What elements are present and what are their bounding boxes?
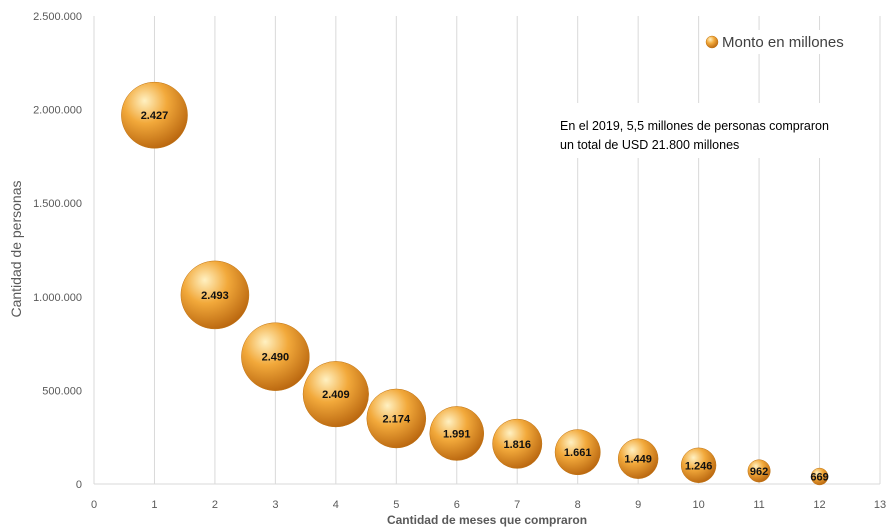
bubble-data-label: 962 (750, 466, 768, 478)
bubble-data-label: 1.449 (624, 454, 652, 466)
annotation-line-2: un total de USD 21.800 millones (560, 138, 739, 152)
y-tick-label: 1.000.000 (33, 292, 82, 304)
y-tick-label: 0 (76, 479, 82, 491)
bubble-data-label: 1.991 (443, 428, 471, 440)
annotation: En el 2019, 5,5 millones de personas com… (550, 103, 840, 158)
x-tick-label: 4 (333, 499, 339, 511)
x-tick-label: 1 (151, 499, 157, 511)
x-tick-label: 0 (91, 499, 97, 511)
x-tick-label: 10 (692, 499, 704, 511)
bubble-data-label: 1.661 (564, 447, 592, 459)
x-tick-label: 12 (813, 499, 825, 511)
bubble-data-label: 2.427 (141, 110, 169, 122)
bubble-data-label: 669 (810, 472, 828, 484)
y-axis-title: Cantidad de personas (8, 181, 24, 318)
bubble-data-label: 1.246 (685, 460, 713, 472)
x-tick-label: 13 (874, 499, 886, 511)
y-tick-label: 500.000 (42, 385, 82, 397)
x-tick-label: 11 (753, 499, 764, 511)
x-tick-label: 3 (272, 499, 278, 511)
annotation-line-1: En el 2019, 5,5 millones de personas com… (560, 119, 829, 133)
x-tick-label: 7 (514, 499, 520, 511)
y-tick-label: 1.500.000 (33, 198, 82, 210)
x-tick-label: 2 (212, 499, 218, 511)
x-axis-title: Cantidad de meses que compraron (387, 513, 587, 527)
x-tick-label: 6 (454, 499, 460, 511)
x-tick-label: 5 (393, 499, 399, 511)
bubble-data-label: 2.409 (322, 389, 350, 401)
x-tick-label: 9 (635, 499, 641, 511)
legend-label: Monto en millones (722, 34, 844, 51)
x-tick-label: 8 (575, 499, 581, 511)
legend-marker (706, 36, 718, 48)
legend: Monto en millones (700, 30, 870, 54)
bubble-data-label: 1.816 (503, 439, 531, 451)
bubble-data-label: 2.174 (383, 413, 411, 425)
bubble-data-label: 2.493 (201, 290, 229, 302)
y-tick-label: 2.500.000 (33, 11, 82, 23)
bubble-data-label: 2.490 (262, 352, 290, 364)
y-tick-label: 2.000.000 (33, 105, 82, 117)
